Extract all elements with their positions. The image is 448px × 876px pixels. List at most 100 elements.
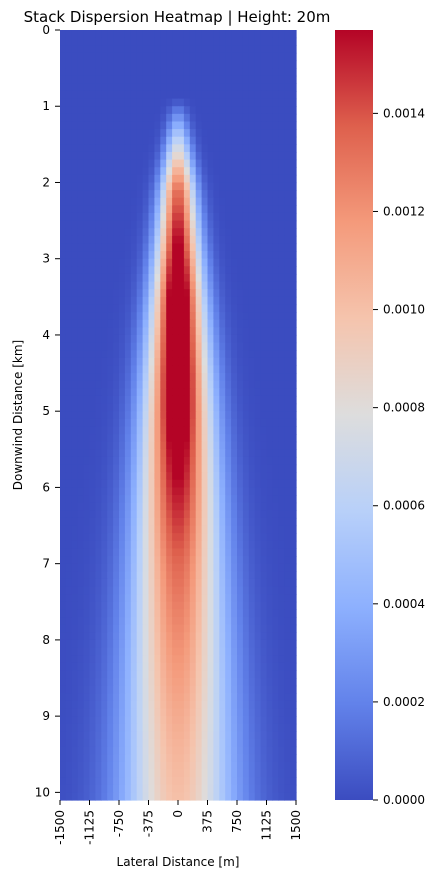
heatmap-cell: [142, 30, 150, 39]
heatmap-cell: [60, 647, 67, 656]
heatmap-cell: [225, 258, 232, 267]
heatmap-cell: [136, 777, 144, 786]
heatmap-cell: [113, 449, 120, 458]
heatmap-cell: [248, 495, 256, 504]
heatmap-cell: [83, 601, 91, 610]
heatmap-cell: [95, 472, 102, 481]
heatmap-cell: [231, 563, 238, 572]
heatmap-cell: [130, 205, 138, 214]
heatmap-cell: [89, 380, 96, 389]
heatmap-cell: [119, 746, 126, 755]
heatmap-cell: [225, 167, 232, 176]
heatmap-cell: [237, 426, 244, 435]
heatmap-cell: [148, 723, 155, 732]
heatmap-cell: [242, 647, 250, 656]
heatmap-cell: [207, 266, 214, 275]
heatmap-cell: [113, 639, 120, 649]
heatmap-cell: [60, 144, 67, 153]
heatmap-cell: [113, 37, 120, 46]
heatmap-cell: [290, 571, 297, 580]
heatmap-cell: [113, 106, 120, 115]
heatmap-cell: [254, 319, 262, 328]
heatmap-cell: [65, 68, 73, 77]
heatmap-cell: [60, 365, 67, 374]
heatmap-cell: [242, 113, 250, 123]
heatmap-cell: [113, 418, 120, 428]
heatmap-cell: [225, 624, 232, 633]
heatmap-cell: [272, 525, 279, 534]
heatmap-cell: [183, 746, 191, 755]
heatmap-cell: [65, 136, 73, 145]
heatmap-cell: [142, 464, 150, 473]
heatmap-cell: [83, 144, 91, 153]
heatmap-cell: [95, 418, 102, 428]
heatmap-cell: [195, 777, 203, 786]
heatmap-cell: [101, 273, 108, 283]
heatmap-cell: [107, 30, 114, 39]
heatmap-cell: [213, 235, 220, 245]
heatmap-cell: [89, 754, 96, 763]
heatmap-cell: [124, 723, 132, 732]
heatmap-cell: [237, 647, 244, 656]
heatmap-cell: [272, 273, 279, 283]
heatmap-cell: [71, 197, 79, 206]
heatmap-cell: [183, 525, 191, 534]
heatmap-cell: [290, 220, 297, 229]
heatmap-cell: [248, 472, 256, 481]
heatmap-cell: [124, 174, 132, 184]
heatmap-cell: [101, 251, 108, 260]
heatmap-cell: [219, 624, 226, 633]
heatmap-cell: [219, 754, 226, 763]
heatmap-cell: [130, 357, 138, 367]
heatmap-cell: [101, 617, 108, 626]
heatmap-cell: [195, 708, 203, 717]
heatmap-cell: [254, 617, 262, 626]
heatmap-cell: [166, 510, 173, 519]
heatmap-cell: [172, 540, 179, 550]
heatmap-cell: [60, 106, 67, 115]
heatmap-cell: [207, 708, 214, 717]
heatmap-cell: [213, 556, 220, 565]
heatmap-cell: [183, 792, 191, 801]
heatmap-cell: [113, 647, 120, 656]
heatmap-cell: [160, 792, 167, 801]
heatmap-cell: [242, 777, 250, 786]
heatmap-cell: [254, 52, 262, 62]
heatmap-cell: [237, 243, 244, 252]
heatmap-cell: [213, 670, 220, 679]
heatmap-cell: [225, 502, 232, 511]
heatmap-cell: [119, 312, 126, 321]
y-tick-label: 6: [42, 480, 50, 494]
heatmap-cell: [248, 449, 256, 458]
heatmap-cell: [113, 174, 120, 184]
heatmap-cell: [237, 258, 244, 267]
heatmap-cell: [266, 380, 273, 389]
heatmap-cell: [71, 205, 79, 214]
heatmap-cell: [266, 662, 273, 671]
heatmap-cell: [254, 350, 262, 359]
heatmap-cell: [254, 449, 262, 458]
heatmap-cell: [136, 319, 144, 328]
heatmap-cell: [89, 243, 96, 252]
heatmap-cell: [107, 60, 114, 69]
heatmap-cell: [77, 167, 85, 176]
heatmap-cell: [207, 639, 214, 649]
heatmap-cell: [207, 418, 214, 428]
heatmap-cell: [225, 670, 232, 679]
heatmap-cell: [113, 487, 120, 496]
heatmap-cell: [178, 464, 185, 473]
heatmap-cell: [65, 228, 73, 237]
heatmap-cell: [189, 487, 197, 496]
heatmap-cell: [207, 426, 214, 435]
heatmap-cell: [95, 434, 102, 443]
heatmap-cell: [89, 251, 96, 260]
heatmap-cell: [266, 304, 273, 313]
heatmap-cell: [136, 121, 144, 130]
heatmap-cell: [231, 319, 238, 328]
heatmap-cell: [101, 403, 108, 412]
heatmap-cell: [89, 777, 96, 786]
heatmap-cell: [260, 106, 268, 115]
heatmap-cell: [237, 487, 244, 496]
heatmap-cell: [284, 517, 291, 527]
heatmap-cell: [225, 525, 232, 534]
